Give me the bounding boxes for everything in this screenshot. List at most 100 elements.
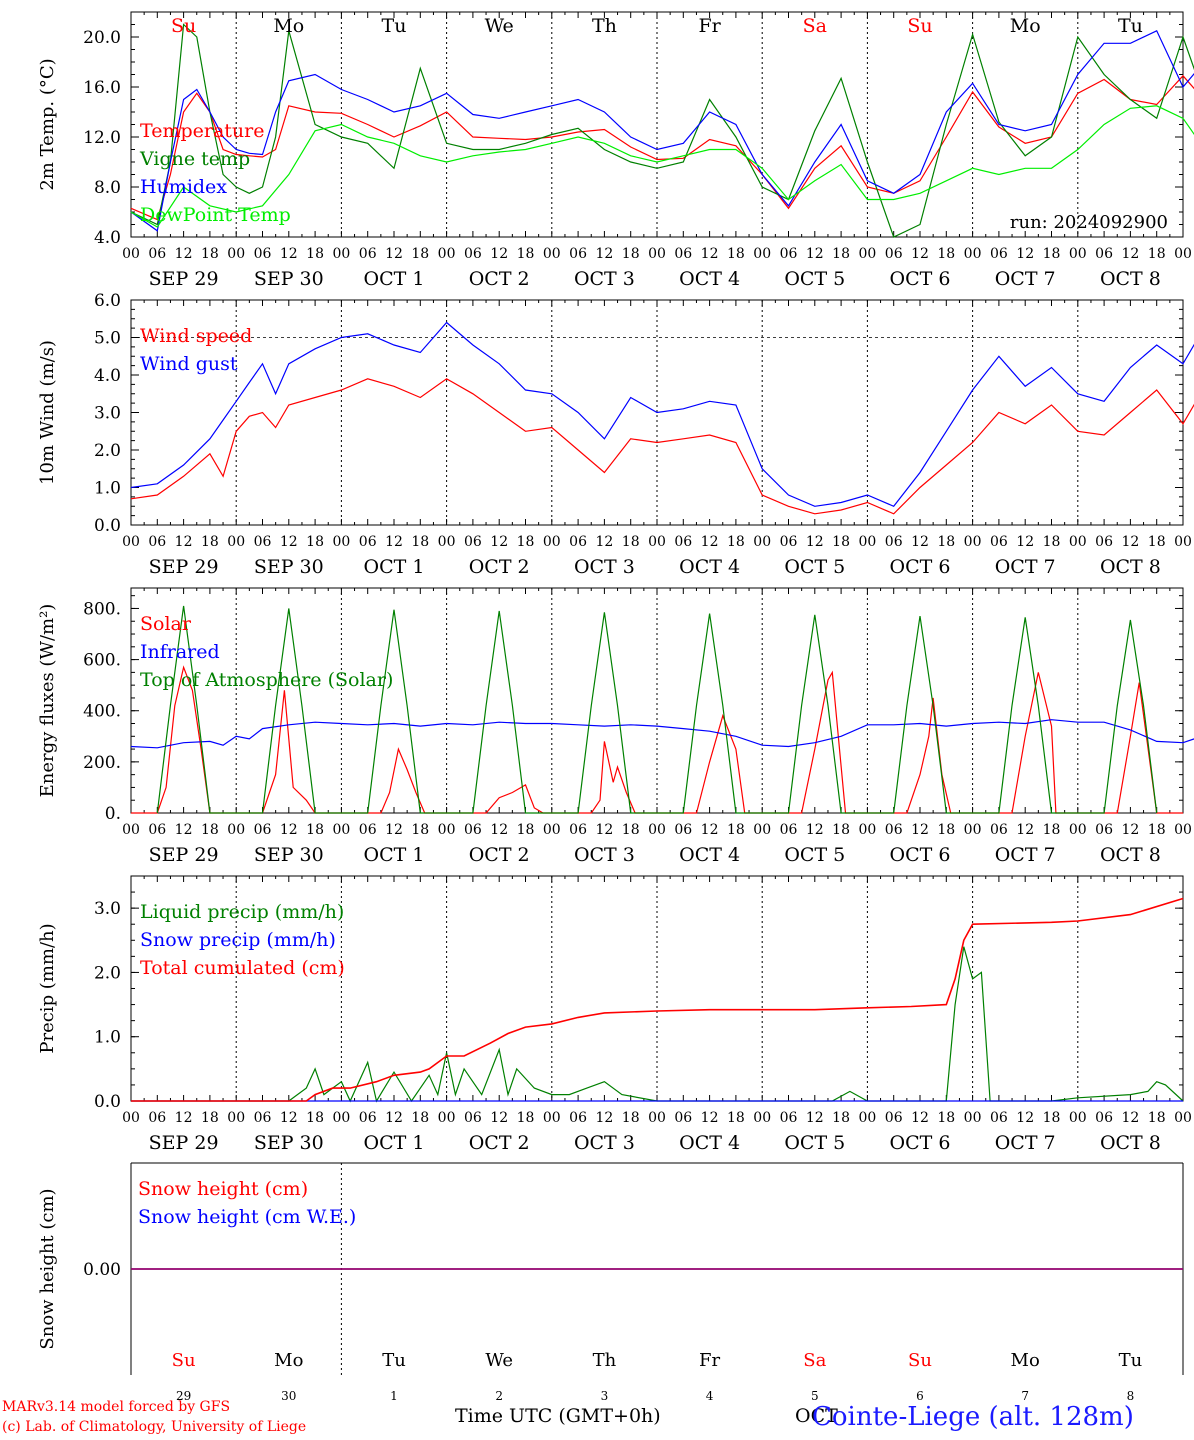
date-label: OCT 4 — [679, 1132, 740, 1154]
hour-tick-label: 00 — [438, 822, 456, 838]
hour-tick-label: 00 — [858, 534, 876, 550]
hour-tick-label: 18 — [306, 534, 324, 550]
hour-tick-label: 00 — [1069, 246, 1087, 262]
y-axis-label: Precip (mm/h) — [37, 923, 58, 1053]
hour-tick-label: 00 — [227, 534, 245, 550]
y-tick-label: 0.00 — [83, 1260, 121, 1280]
y-tick-label: 6.0 — [94, 291, 121, 311]
hour-tick-label: 12 — [280, 822, 298, 838]
hour-tick-label: 06 — [254, 1110, 272, 1126]
hour-tick-label: 06 — [1095, 822, 1113, 838]
date-label: OCT 3 — [574, 268, 635, 290]
y-tick-label: 5.0 — [94, 329, 121, 349]
hour-tick-label: 12 — [595, 534, 613, 550]
y-axis-label: 10m Wind (m/s) — [37, 340, 58, 485]
date-label: OCT 8 — [1100, 268, 1161, 290]
hour-tick-label: 00 — [122, 822, 140, 838]
hour-tick-label: 00 — [1069, 534, 1087, 550]
run-label: run: 2024092900 — [1010, 212, 1168, 233]
date-label: SEP 30 — [254, 268, 324, 290]
day-number: 1 — [390, 1389, 398, 1403]
hour-tick-label: 12 — [806, 246, 824, 262]
legend-entry: Vigne temp — [139, 148, 250, 170]
hour-tick-label: 18 — [411, 534, 429, 550]
hour-tick-label: 06 — [990, 534, 1008, 550]
hour-tick-label: 18 — [306, 822, 324, 838]
day-number: 7 — [1021, 1389, 1029, 1403]
hour-tick-label: 06 — [464, 246, 482, 262]
hour-tick-label: 06 — [254, 534, 272, 550]
date-label: OCT 5 — [784, 1132, 845, 1154]
hour-tick-label: 18 — [832, 246, 850, 262]
date-label: OCT 5 — [784, 268, 845, 290]
date-label: OCT 4 — [679, 556, 740, 578]
hour-tick-label: 06 — [990, 822, 1008, 838]
hour-tick-label: 18 — [1043, 534, 1061, 550]
day-number: 29 — [176, 1389, 191, 1403]
date-label: SEP 30 — [254, 556, 324, 578]
hour-tick-label: 06 — [254, 822, 272, 838]
legend-entry: Humidex — [140, 176, 227, 198]
hour-tick-label: 18 — [517, 822, 535, 838]
day-number: 5 — [811, 1389, 819, 1403]
hour-tick-label: 00 — [227, 822, 245, 838]
hour-tick-label: 00 — [1069, 822, 1087, 838]
hour-tick-label: 00 — [332, 822, 350, 838]
legend-entry: Top of Atmosphere (Solar) — [140, 669, 393, 691]
day-abbr-top: Th — [592, 15, 617, 37]
hour-tick-label: 18 — [727, 246, 745, 262]
day-abbr-bottom: We — [485, 1350, 513, 1371]
hour-tick-label: 18 — [517, 534, 535, 550]
hour-tick-label: 06 — [780, 1110, 798, 1126]
hour-tick-label: 18 — [1043, 822, 1061, 838]
legend-entry: DewPoint Temp — [140, 204, 291, 226]
day-abbr-top: Su — [171, 15, 196, 37]
series-line-humidex — [130, 29, 1194, 232]
date-label: OCT 2 — [469, 1132, 530, 1154]
hour-tick-label: 06 — [359, 1110, 377, 1126]
hour-tick-label: 06 — [359, 534, 377, 550]
hour-tick-label: 06 — [569, 534, 587, 550]
hour-tick-label: 18 — [937, 822, 955, 838]
hour-tick-label: 18 — [1043, 1110, 1061, 1126]
day-abbr-top: Mo — [273, 15, 304, 37]
hour-tick-label: 18 — [201, 246, 219, 262]
date-label: OCT 1 — [364, 556, 425, 578]
hour-tick-label: 00 — [122, 1110, 140, 1126]
legend-entry: Solar — [140, 613, 192, 635]
hour-tick-label: 18 — [201, 822, 219, 838]
day-abbr-bottom: Su — [908, 1350, 932, 1371]
hour-tick-label: 12 — [1121, 1110, 1139, 1126]
hour-tick-label: 00 — [753, 1110, 771, 1126]
y-tick-label: 1.0 — [94, 1028, 121, 1048]
hour-tick-label: 00 — [648, 822, 666, 838]
hour-tick-label: 12 — [490, 534, 508, 550]
hour-tick-label: 18 — [201, 1110, 219, 1126]
hour-tick-label: 12 — [701, 246, 719, 262]
date-label: OCT 2 — [469, 844, 530, 866]
hour-tick-label: 18 — [201, 534, 219, 550]
hour-tick-label: 06 — [990, 1110, 1008, 1126]
hour-tick-label: 06 — [674, 822, 692, 838]
hour-tick-label: 00 — [227, 1110, 245, 1126]
series-line-wind-speed — [130, 378, 1194, 515]
hour-tick-label: 18 — [517, 246, 535, 262]
y-tick-label: 600. — [83, 651, 121, 671]
hour-tick-label: 06 — [464, 534, 482, 550]
y-tick-label: 12.0 — [83, 128, 121, 148]
hour-tick-label: 00 — [543, 246, 561, 262]
hour-tick-label: 12 — [385, 1110, 403, 1126]
date-label: OCT 6 — [890, 1132, 951, 1154]
series-line-vigne-temp — [130, 23, 1194, 238]
y-tick-label: 4.0 — [94, 366, 121, 386]
panel-4: 0.00 Snow height (cm) Snow height (cm) Snow… — [37, 1162, 1184, 1375]
hour-tick-label: 06 — [464, 1110, 482, 1126]
hour-tick-label: 12 — [1121, 822, 1139, 838]
legend-entry: Temperature — [140, 120, 264, 142]
y-tick-label: 3.0 — [94, 899, 121, 919]
legend-entry: Infrared — [140, 641, 220, 663]
hour-tick-label: 18 — [727, 822, 745, 838]
hour-tick-label: 06 — [254, 246, 272, 262]
legend-entry: Snow precip (mm/h) — [140, 929, 336, 951]
